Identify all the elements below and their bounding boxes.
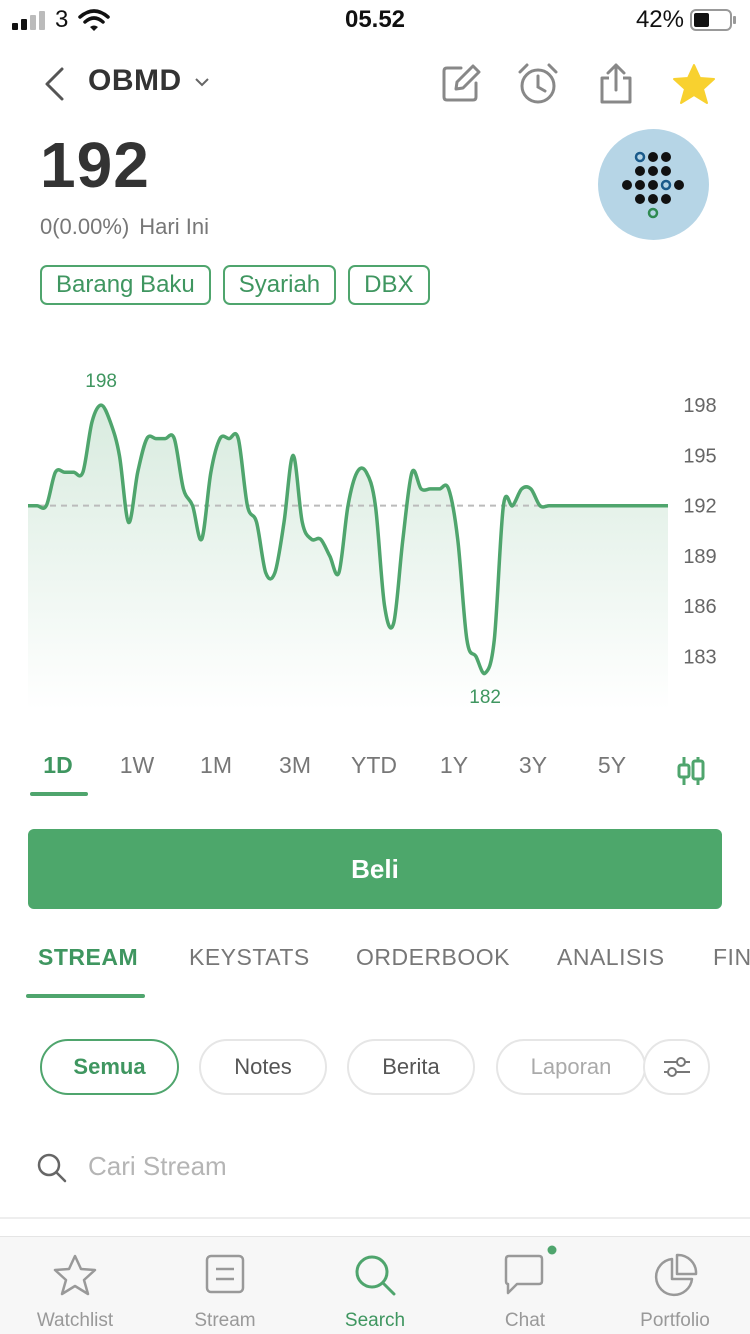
company-logo: [598, 129, 709, 240]
filter-berita[interactable]: Berita: [347, 1039, 475, 1095]
tab-stream[interactable]: STREAM: [38, 944, 139, 970]
share-icon: [600, 63, 632, 104]
range-selector: 1D 1W 1M 3M YTD 1Y 3Y 5Y: [18, 752, 738, 802]
last-price: 192: [40, 129, 150, 201]
range-1d[interactable]: 1D: [43, 752, 73, 778]
y-axis: 198 195 192 189 186 183: [683, 395, 716, 668]
back-button[interactable]: [30, 60, 78, 108]
y-tick-label: 189: [683, 546, 716, 568]
unread-dot-icon: [547, 1245, 557, 1255]
range-3m[interactable]: 3M: [279, 752, 311, 778]
divider: [0, 1217, 750, 1219]
pie-chart-icon: [654, 1253, 698, 1297]
nav-portfolio[interactable]: Portfolio: [600, 1237, 750, 1334]
range-ytd[interactable]: YTD: [351, 752, 397, 778]
range-5y[interactable]: 5Y: [597, 752, 627, 778]
buy-button[interactable]: Beli: [28, 829, 722, 909]
price-chart[interactable]: 198 195 192 189 186 183 198 182: [0, 360, 750, 720]
alarm-button[interactable]: [514, 60, 562, 108]
share-button[interactable]: [592, 60, 640, 108]
tag-sector[interactable]: Barang Baku: [40, 265, 211, 305]
nav-search-label: Search: [344, 1310, 406, 1331]
y-tick-label: 183: [683, 646, 716, 668]
battery-icon: [690, 9, 736, 31]
nav-search[interactable]: Search: [300, 1237, 450, 1334]
candlestick-icon: [677, 757, 705, 785]
battery-percent: 42%: [635, 6, 684, 33]
price-line: [28, 403, 668, 676]
nav-chat[interactable]: Chat: [450, 1237, 600, 1334]
stream-search: [0, 1140, 750, 1196]
stream-search-input[interactable]: [88, 1146, 688, 1186]
nav-watchlist[interactable]: Watchlist: [0, 1237, 150, 1334]
stream-filters: Semua Notes Berita Laporan: [0, 1039, 750, 1097]
ticker-symbol: OBMD: [88, 64, 182, 97]
range-1w[interactable]: 1W: [119, 752, 155, 778]
bottom-nav: Watchlist Stream Search Chat Portfolio: [0, 1236, 750, 1334]
edit-icon: [442, 64, 481, 102]
search-icon: [37, 1153, 67, 1183]
range-3y[interactable]: 3Y: [518, 752, 548, 778]
filter-semua[interactable]: Semua: [40, 1039, 179, 1095]
y-tick-label: 186: [683, 596, 716, 618]
range-1m[interactable]: 1M: [200, 752, 232, 778]
tab-analisis[interactable]: ANALISIS: [557, 944, 665, 970]
y-tick-label: 195: [683, 445, 716, 467]
tab-keystats[interactable]: KEYSTATS: [189, 944, 310, 970]
logo-dots-icon: [622, 151, 684, 219]
wifi-icon: [78, 9, 110, 31]
range-1y[interactable]: 1Y: [439, 752, 469, 778]
tag-board[interactable]: DBX: [348, 265, 430, 305]
y-tick-label: 192: [683, 496, 716, 518]
section-tabs: STREAM KEYSTATS ORDERBOOK ANALISIS FIN: [0, 944, 750, 1000]
change-period: Hari Ini: [139, 214, 209, 239]
sliders-icon: [663, 1057, 690, 1077]
tag-syariah[interactable]: Syariah: [222, 265, 337, 305]
ticker-selector[interactable]: OBMD: [88, 64, 209, 98]
filter-settings-button[interactable]: [643, 1039, 710, 1095]
star-filled-icon: [673, 64, 715, 104]
status-time: 05.52: [344, 6, 406, 33]
price-area: [28, 405, 668, 710]
change-value: 0(0.00%): [40, 214, 130, 239]
chat-bubble-icon: [504, 1254, 544, 1295]
star-outline-icon: [53, 1254, 97, 1296]
filter-notes[interactable]: Notes: [199, 1039, 327, 1095]
price-change: 0(0.00%) Hari Ini: [40, 214, 219, 240]
nav-stream-label: Stream: [194, 1310, 256, 1331]
tab-active-indicator: [26, 994, 145, 998]
chevron-left-icon: [45, 67, 64, 101]
range-active-indicator: [30, 792, 88, 796]
candlestick-toggle[interactable]: [667, 747, 715, 795]
filter-laporan[interactable]: Laporan: [496, 1039, 646, 1095]
high-label: 198: [85, 371, 117, 392]
alarm-clock-icon: [518, 63, 558, 104]
nav-watchlist-label: Watchlist: [36, 1310, 114, 1331]
low-label: 182: [469, 687, 501, 708]
tag-list: Barang Baku Syariah DBX: [40, 265, 430, 305]
signal-icon: [12, 11, 45, 30]
chevron-down-icon: [194, 78, 209, 87]
carrier-label: 3: [55, 6, 69, 33]
tab-financials[interactable]: FIN: [713, 944, 750, 970]
watchlist-star-button[interactable]: [670, 60, 718, 108]
nav-portfolio-label: Portfolio: [640, 1310, 710, 1331]
status-bar: 3 05.52 42%: [0, 0, 750, 40]
tab-orderbook[interactable]: ORDERBOOK: [356, 944, 511, 970]
note-button[interactable]: [436, 60, 484, 108]
nav-stream[interactable]: Stream: [150, 1237, 300, 1334]
y-tick-label: 198: [683, 395, 716, 417]
document-icon: [205, 1254, 245, 1294]
search-icon: [355, 1255, 396, 1296]
nav-chat-label: Chat: [504, 1310, 546, 1331]
